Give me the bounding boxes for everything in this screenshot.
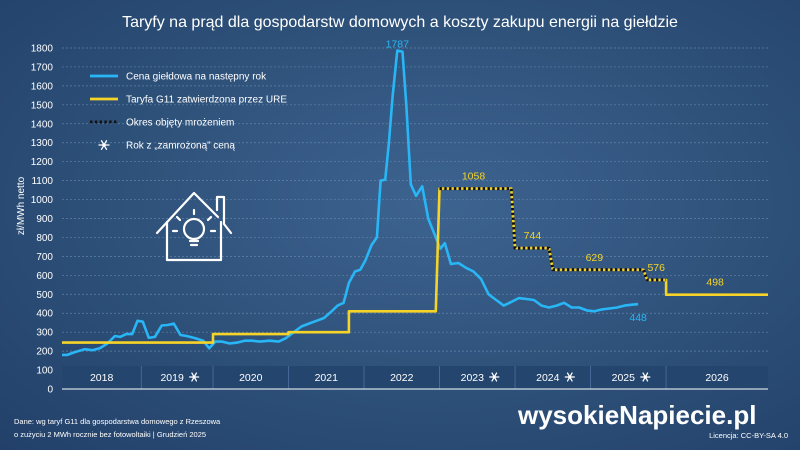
- data-label: 1058: [462, 171, 486, 183]
- y-tick-label: 0: [47, 385, 53, 396]
- y-axis-label: zł/MWh netto: [16, 176, 27, 235]
- x-tick-label: 2026: [705, 372, 729, 384]
- legend-label: Okres objęty mrożeniem: [126, 118, 234, 129]
- data-label: 629: [586, 252, 604, 264]
- y-tick-label: 600: [36, 271, 53, 282]
- y-tick-label: 400: [36, 309, 53, 320]
- y-tick-label: 500: [36, 290, 53, 301]
- snowflake-center: [643, 375, 647, 379]
- x-tick-label: 2023: [461, 372, 485, 384]
- y-tick-label: 1100: [31, 176, 53, 187]
- data-label: 576: [647, 262, 665, 274]
- x-tick-label: 2019: [160, 372, 184, 384]
- snowflake-center: [568, 375, 572, 379]
- y-tick-label: 1800: [31, 44, 54, 55]
- snowflake-center: [192, 375, 196, 379]
- y-tick-label: 200: [36, 347, 53, 358]
- data-label: 498: [706, 277, 724, 289]
- frozen-year-icon: [640, 372, 651, 382]
- data-label: 744: [524, 230, 542, 242]
- license-note: Licencja: CC-BY-SA 4.0: [709, 431, 788, 440]
- year-band-strip: [62, 366, 768, 389]
- y-tick-label: 1300: [31, 138, 54, 149]
- frozen-year-icon: [188, 372, 200, 382]
- y-tick-label: 1500: [31, 100, 54, 111]
- source-note-line-2: o zużyciu 2 MWh rocznie bez fotowoltaiki…: [14, 430, 206, 439]
- legend-label: Taryfa G11 zatwierdzona przez URE: [126, 95, 287, 106]
- series-line-2: [439, 187, 667, 282]
- y-tick-label: 1200: [31, 157, 54, 168]
- x-tick-label: 2024: [536, 372, 560, 384]
- y-tick-label: 800: [36, 233, 53, 244]
- source-note-line-1: Dane: wg taryf G11 dla gospodarstwa domo…: [14, 417, 221, 426]
- y-tick-label: 100: [36, 366, 53, 377]
- snowflake-center: [492, 375, 496, 379]
- y-tick-label: 1000: [31, 195, 54, 206]
- data-label: 1787: [386, 38, 410, 50]
- x-tick-label: 2022: [390, 372, 414, 384]
- legend-label: Cena giełdowa na następny rok: [126, 72, 267, 83]
- x-tick-label: 2025: [612, 372, 636, 384]
- y-tick-label: 1600: [31, 81, 54, 92]
- series-line-0: [62, 49, 639, 357]
- legend-label: Rok z „zamrożoną” ceną: [126, 141, 235, 152]
- chart-title: Taryfy na prąd dla gospodarstw domowych …: [122, 14, 678, 31]
- snowflake-center: [102, 143, 106, 147]
- legend-snowflake-icon: [98, 140, 110, 150]
- x-tick-label: 2020: [239, 372, 263, 384]
- data-label: 448: [629, 312, 647, 324]
- frozen-year-icon: [489, 372, 500, 382]
- publisher-logo: wysokieNapiecie.pl: [517, 400, 756, 430]
- y-tick-label: 1700: [31, 62, 54, 73]
- y-tick-label: 1400: [31, 119, 54, 130]
- x-tick-label: 2021: [315, 372, 339, 384]
- house-lightbulb-icon: [155, 191, 233, 262]
- y-tick-label: 700: [36, 252, 53, 263]
- y-tick-label: 300: [36, 328, 53, 339]
- frozen-year-icon: [564, 372, 575, 382]
- x-tick-label: 2018: [90, 372, 114, 384]
- y-tick-label: 900: [36, 214, 53, 225]
